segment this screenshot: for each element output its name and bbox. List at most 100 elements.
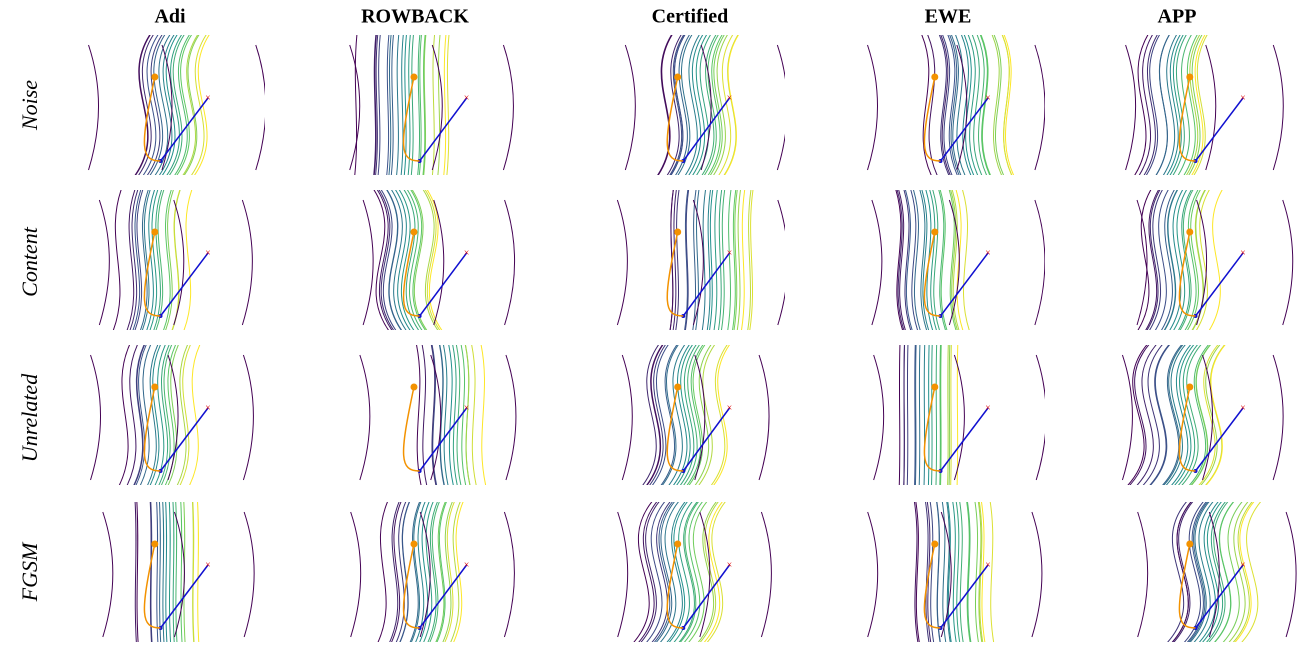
orange-dot — [931, 540, 939, 548]
contour-line — [435, 502, 446, 642]
contour-line — [1146, 190, 1161, 330]
contour-line — [417, 35, 421, 175]
contour-line — [1198, 345, 1219, 485]
contour-line — [691, 35, 708, 175]
contour-line — [682, 345, 701, 485]
orange-path — [402, 76, 420, 162]
contour-panel: × — [90, 345, 254, 485]
contour-line — [777, 199, 785, 326]
contour-line — [947, 502, 952, 642]
contour-line — [442, 345, 449, 485]
contour-line — [1169, 190, 1184, 330]
contour-line — [424, 190, 441, 330]
orange-dot — [674, 73, 682, 81]
contour-line — [712, 345, 731, 485]
contour-line — [947, 35, 958, 175]
blue-path — [418, 407, 468, 472]
contour-line — [421, 345, 428, 485]
red-x: × — [1240, 93, 1246, 104]
contours — [90, 345, 254, 485]
contours — [621, 345, 770, 485]
contour-line — [1129, 345, 1150, 485]
contour-line — [718, 35, 734, 175]
contour-line — [914, 345, 916, 485]
blue-path — [682, 97, 731, 162]
contour-line — [929, 190, 938, 330]
contour-line — [1172, 35, 1187, 175]
red-x: × — [464, 403, 470, 414]
blue-path — [418, 252, 468, 317]
contour-line — [947, 345, 949, 485]
contour-panel: × — [1125, 35, 1284, 175]
contour-line — [946, 502, 951, 642]
contour-line — [141, 190, 151, 330]
blue-path — [1194, 252, 1244, 317]
blue-path — [418, 564, 468, 629]
contour-line — [1205, 345, 1226, 485]
contour-line — [938, 35, 950, 175]
red-x: × — [985, 248, 991, 259]
contour-line — [183, 190, 193, 330]
contour-line — [426, 190, 443, 330]
contour-line — [1208, 511, 1220, 638]
red-x: × — [985, 93, 991, 104]
contour-line — [932, 190, 941, 330]
contour-panel: × — [359, 345, 517, 485]
red-x: × — [1240, 403, 1246, 414]
red-x: × — [985, 560, 991, 571]
contour-line — [1282, 199, 1294, 326]
orange-dot — [410, 228, 418, 236]
contour-line — [974, 502, 979, 642]
contour-line — [646, 345, 664, 485]
contour-line — [1200, 345, 1221, 485]
contour-line — [126, 190, 136, 330]
contour-panel: × — [621, 345, 770, 485]
contour-line — [695, 190, 700, 330]
contour-line — [651, 502, 671, 642]
contour-line — [699, 502, 720, 642]
contour-line — [940, 35, 951, 175]
contour-line — [464, 345, 471, 485]
contour-line — [684, 190, 690, 330]
contour-line — [156, 502, 159, 642]
orange-path — [1178, 231, 1196, 317]
contour-line — [176, 35, 193, 175]
red-x: × — [1240, 248, 1246, 259]
contour-line — [672, 190, 677, 330]
contour-line — [1170, 345, 1192, 485]
contour-line — [949, 35, 960, 175]
contour-line — [1155, 35, 1170, 175]
contours — [349, 35, 514, 175]
blue-path — [682, 407, 731, 472]
orange-path — [923, 76, 941, 162]
contour-line — [903, 190, 912, 330]
contour-line — [692, 199, 704, 326]
contour-line — [399, 502, 411, 642]
contour-line — [1173, 345, 1195, 485]
contour-line — [677, 35, 693, 175]
contour-line — [407, 35, 411, 175]
contour-line — [948, 345, 951, 485]
orange-dot — [1186, 73, 1194, 81]
contour-line — [504, 199, 516, 326]
contours — [617, 502, 772, 642]
red-x: × — [205, 93, 211, 104]
contour-panel: × — [349, 35, 514, 175]
contour-line — [701, 35, 717, 175]
contour-line — [422, 35, 426, 175]
blue-path — [682, 252, 731, 317]
contour-line — [362, 199, 374, 326]
contour-line — [182, 35, 199, 175]
contour-line — [898, 345, 901, 485]
contour-line — [1169, 35, 1184, 175]
contour-line — [694, 354, 706, 481]
red-x: × — [727, 403, 733, 414]
contour-line — [1154, 190, 1169, 330]
contour-line — [617, 511, 629, 638]
orange-path — [143, 231, 161, 317]
contour-line — [173, 511, 185, 638]
red-x: × — [464, 560, 470, 571]
contour-line — [255, 44, 265, 171]
orange-dot — [931, 383, 939, 391]
